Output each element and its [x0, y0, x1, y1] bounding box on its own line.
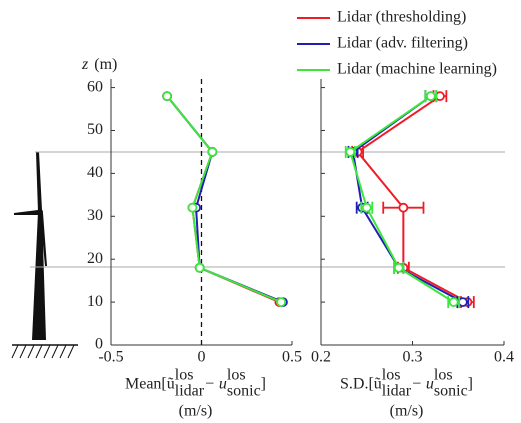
- wind-turbine: [11, 152, 78, 359]
- profile-line: [356, 95, 468, 303]
- profile-line: [166, 95, 280, 304]
- y-tick-label: 60: [87, 78, 103, 95]
- marker: [207, 147, 218, 157]
- legend-label: Lidar (adv. filtering): [337, 35, 468, 52]
- marker: [361, 202, 372, 213]
- profile-line: [166, 95, 284, 304]
- x-label-part: los: [434, 367, 453, 384]
- y-label-var: z: [81, 56, 89, 73]
- y-tick-label: 50: [87, 121, 103, 138]
- marker: [393, 262, 404, 273]
- x-label-part: − u: [204, 376, 227, 393]
- marker: [187, 202, 198, 213]
- y-label-unit: (m): [94, 56, 117, 73]
- x-label-part: lidar: [175, 383, 205, 400]
- x-tick-label: -0.5: [98, 349, 123, 366]
- marker: [162, 91, 173, 102]
- x-label-part: ]: [261, 376, 266, 393]
- x-label-part: sonic: [434, 383, 468, 400]
- marker: [345, 147, 356, 157]
- x-label-part: sonic: [227, 383, 261, 400]
- x-label-part: Mean[ũ: [125, 376, 175, 393]
- x-tick-label: 0.5: [282, 349, 302, 366]
- x-tick-label: 0.2: [311, 349, 331, 366]
- y-tick-label: 0: [95, 336, 103, 353]
- x-tick-label: 0: [198, 349, 206, 366]
- marker: [276, 297, 287, 307]
- profile-line: [166, 95, 282, 304]
- x-tick-label: 0.3: [403, 349, 423, 366]
- x-label-unit: (m/s): [179, 403, 213, 420]
- x-label-unit: (m/s): [390, 403, 424, 420]
- y-tick-label: 10: [87, 293, 103, 310]
- x-tick-label: 0.4: [494, 349, 514, 366]
- y-label: z (m): [81, 56, 117, 73]
- x-label-part: lidar: [382, 383, 412, 400]
- legend-label: Lidar (machine learning): [337, 61, 497, 78]
- y-tick-label: 30: [87, 207, 103, 224]
- x-label-part: S.D.[ũ: [340, 376, 382, 393]
- y-tick-label: 40: [87, 164, 103, 181]
- x-label-part: los: [175, 367, 194, 384]
- legend-label: Lidar (thresholding): [337, 9, 466, 26]
- x-label-part: − u: [411, 376, 434, 393]
- x-label-part: ]: [468, 376, 473, 393]
- marker: [448, 297, 459, 307]
- x-label-part: los: [382, 367, 401, 384]
- marker: [398, 202, 409, 213]
- x-label-part: los: [227, 367, 246, 384]
- marker: [425, 91, 436, 102]
- y-tick-label: 20: [87, 250, 103, 267]
- marker: [194, 262, 205, 273]
